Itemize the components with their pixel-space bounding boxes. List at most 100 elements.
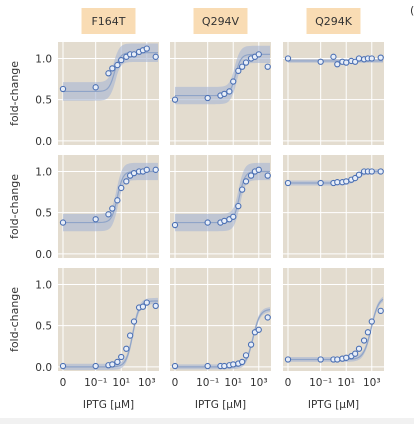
data-point [130, 169, 138, 177]
data-point [230, 361, 237, 368]
data-point [143, 299, 150, 306]
data-point [152, 166, 159, 173]
data-point [334, 61, 341, 68]
x-tick-label: 0 [285, 377, 292, 389]
x-tick-label: 10⁻¹ [84, 377, 107, 389]
column-title-box [81, 8, 136, 34]
column-title: Q294K [315, 15, 353, 28]
data-point [239, 63, 246, 70]
data-point [118, 184, 125, 192]
data-point [352, 174, 359, 182]
x-axis-label: IPTG [μM] [308, 399, 359, 411]
data-point [235, 202, 242, 210]
data-point [317, 356, 324, 363]
data-point [92, 362, 99, 370]
data-point [355, 171, 363, 178]
fit-credible-band [63, 43, 158, 101]
data-point [109, 65, 116, 72]
data-point [139, 303, 147, 310]
data-point [377, 307, 384, 314]
data-point [143, 166, 150, 173]
data-point [355, 345, 363, 352]
data-point [118, 353, 125, 361]
data-point [284, 55, 292, 62]
data-point [242, 352, 250, 359]
data-point [130, 318, 138, 325]
y-tick-label: 1.0 [35, 279, 52, 291]
data-point [255, 51, 262, 58]
data-point [352, 58, 359, 65]
data-point [114, 61, 121, 69]
x-axis-label: IPTG [μM] [83, 399, 134, 411]
x-tick-label: 10³ [363, 377, 381, 389]
data-point [171, 96, 179, 103]
data-point [343, 178, 350, 185]
data-point [204, 219, 211, 226]
data-point [255, 326, 262, 333]
column-title: F164T [91, 15, 125, 28]
data-point [330, 53, 337, 60]
data-point [114, 197, 121, 204]
data-point [171, 221, 179, 229]
data-point [221, 90, 228, 98]
data-point [204, 94, 211, 102]
y-tick-label: 1.0 [35, 53, 52, 65]
data-point [377, 54, 384, 61]
data-point [204, 362, 211, 370]
x-tick-label: 0 [60, 377, 67, 389]
data-point [230, 78, 237, 85]
data-point [221, 362, 228, 370]
data-point [59, 85, 67, 93]
y-tick-label: 0.5 [35, 208, 52, 220]
data-point [242, 59, 250, 66]
data-point [152, 53, 159, 60]
x-tick-label: 10¹ [112, 377, 130, 389]
data-point [230, 213, 237, 220]
x-axis-label: IPTG [μM] [195, 399, 246, 411]
data-point [355, 55, 363, 62]
panel-A1: 0.0 0.5 1.0 fold-change F164T [8, 8, 159, 148]
fit-credible-band [175, 307, 270, 370]
y-tick-label: 0.5 [35, 321, 52, 333]
column-title: Q294V [202, 15, 240, 28]
data-point [352, 350, 359, 357]
data-point [368, 55, 375, 62]
data-point [109, 205, 116, 212]
data-point [334, 356, 341, 363]
data-point [92, 84, 99, 91]
y-tick-label: 0.0 [35, 136, 52, 148]
data-point [109, 361, 116, 368]
data-point [226, 88, 233, 95]
data-point [239, 186, 246, 193]
bottom-strip [0, 418, 414, 424]
data-point [114, 358, 121, 366]
column-title-box [306, 8, 361, 34]
panel-A2: Q294V [170, 8, 271, 145]
fit-credible-band [63, 162, 158, 232]
data-point [343, 59, 350, 66]
x-tick-label: 10⁻¹ [309, 377, 332, 389]
data-point [221, 217, 228, 225]
data-point [118, 56, 125, 64]
data-point [247, 341, 255, 348]
y-tick-label: 0.5 [35, 95, 52, 107]
y-tick-label: 0.0 [35, 362, 52, 374]
data-point [264, 314, 271, 321]
data-point [239, 358, 246, 366]
data-point [59, 362, 67, 370]
data-point [284, 356, 292, 363]
data-point [242, 178, 250, 185]
data-point [127, 332, 134, 339]
panel-B2 [170, 155, 271, 258]
x-tick-label: 10³ [250, 377, 268, 389]
data-point [92, 216, 99, 223]
x-tick-label: 10³ [138, 377, 156, 389]
x-tick-label: 0 [172, 377, 179, 389]
data-point [317, 58, 324, 65]
panel-background [58, 268, 159, 371]
y-axis-label: fold-change [8, 61, 21, 126]
y-axis-label: fold-change [8, 287, 21, 352]
corner-mark: ( [410, 4, 414, 17]
panel-background [170, 268, 271, 371]
x-tick-label: 10¹ [224, 377, 242, 389]
